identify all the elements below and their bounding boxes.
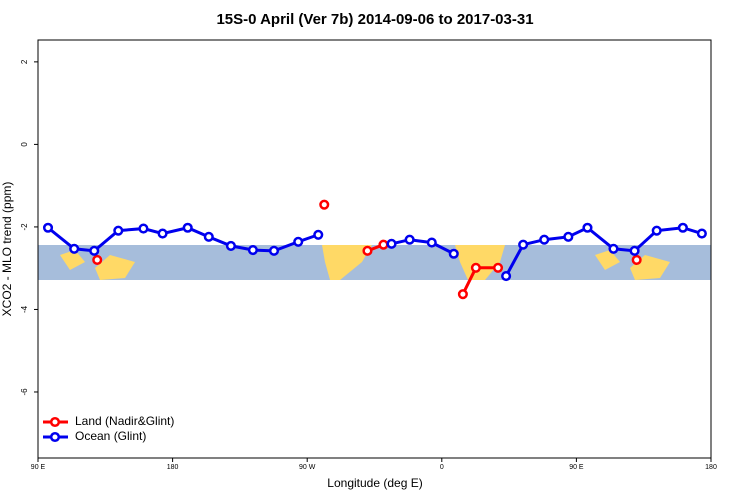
y-tick-label: 0 [20,142,29,147]
data-point [69,243,80,254]
data-point [631,254,642,265]
chart-title: 15S-0 April (Ver 7b) 2014-09-06 to 2017-… [216,11,533,28]
data-point [651,225,662,236]
data-point [362,245,373,256]
ocean-band [38,245,711,280]
x-tick-label: 90 E [31,464,46,471]
data-point [89,245,100,256]
data-point [470,262,481,273]
x-tick-label: 90 E [569,464,584,471]
legend-marker [49,416,61,428]
data-point [42,222,54,233]
y-tick-label: -6 [20,388,29,396]
x-tick-label: 0 [440,464,444,471]
data-point [501,270,512,282]
data-point [518,239,529,250]
data-point [457,289,468,300]
y-tick-label: 2 [20,59,29,64]
data-point [582,222,593,233]
data-point [268,245,280,256]
data-point [319,199,330,210]
legend-label: Ocean (Glint) [75,429,146,443]
data-point [629,245,640,256]
data-point [138,223,149,234]
land [455,245,505,280]
data-point [426,237,437,248]
x-tick-label: 180 [167,464,179,471]
data-point [608,243,619,254]
plot-frame [37,39,712,459]
data-point [293,236,304,247]
data-point [404,234,415,245]
land [595,250,670,280]
land [322,245,372,280]
data-point [563,231,574,242]
data-point [492,262,504,273]
data-point [696,228,707,239]
map-band [38,245,711,280]
legend-marker [49,431,61,443]
data-point [539,234,550,245]
y-axis-label: XCO2 - MLO trend (ppm) [0,182,14,317]
data-point [182,222,193,233]
data-point [225,240,236,251]
x-tick-label: 180 [705,464,717,471]
legend-label: Land (Nadir&Glint) [75,414,174,428]
data-point [448,248,459,259]
x-axis-label: Longitude (deg E) [327,476,422,490]
data-point [378,239,389,250]
data-point [157,228,168,239]
data-point [386,238,397,249]
data-point [313,229,324,240]
data-point [113,225,124,236]
data-point [203,231,214,242]
x-tick-label: 90 W [299,464,316,471]
y-tick-label: -2 [20,223,29,231]
data-point [92,254,103,265]
y-tick-label: -4 [20,305,29,313]
land [60,250,135,280]
data-point [247,244,258,256]
data-point [677,222,688,233]
